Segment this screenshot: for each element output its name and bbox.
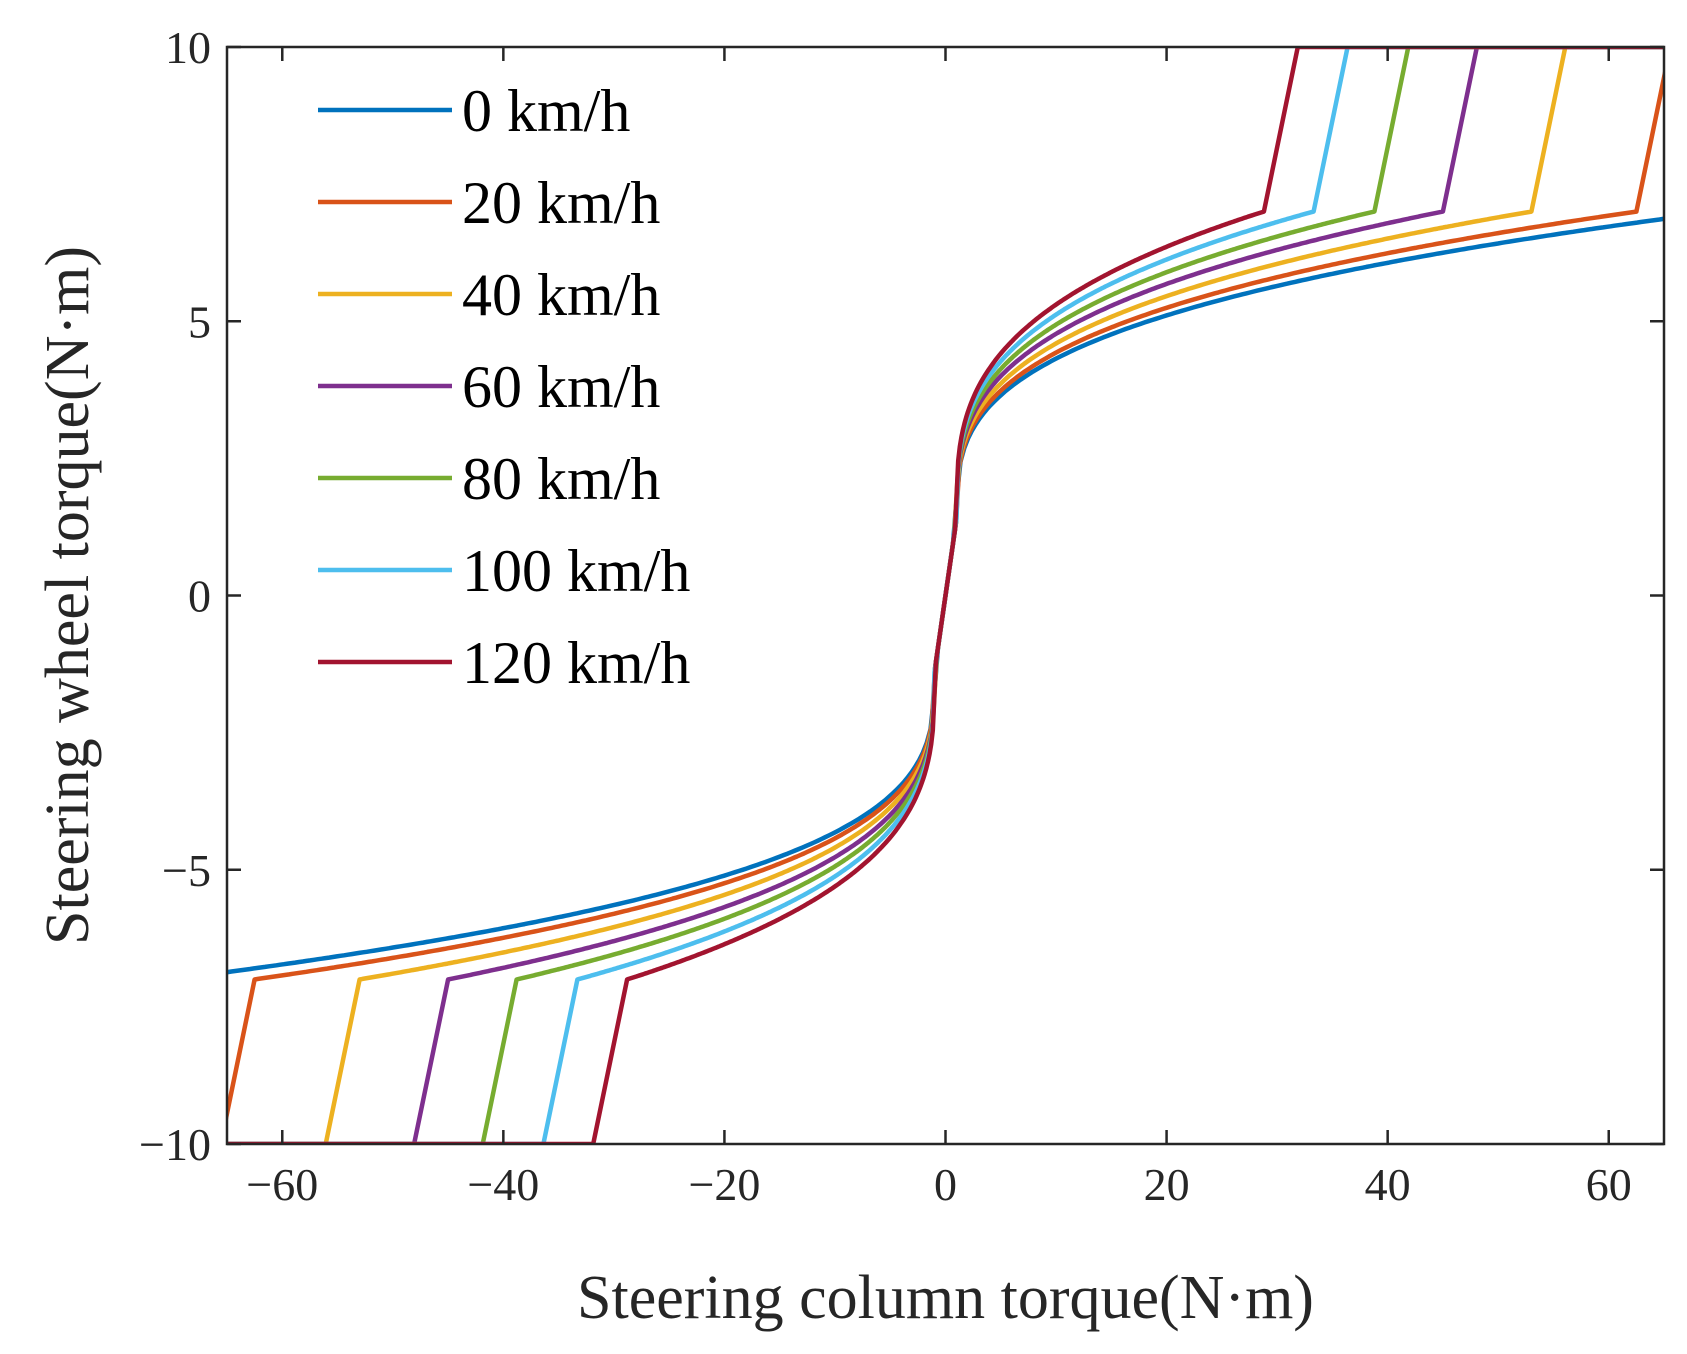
x-tick-label: 0	[934, 1159, 957, 1210]
legend-label-4: 80 km/h	[462, 446, 660, 512]
x-axis-title: Steering column torque(N·m)	[577, 1264, 1314, 1332]
x-tick-label: 40	[1365, 1159, 1411, 1210]
legend-label-2: 40 km/h	[462, 262, 660, 328]
x-tick-label: −60	[246, 1159, 318, 1210]
series-line-6	[227, 47, 1664, 1144]
legend-label-6: 120 km/h	[462, 630, 690, 696]
legend-label-0: 0 km/h	[462, 78, 630, 144]
legend-label-3: 60 km/h	[462, 354, 660, 420]
legend-label-1: 20 km/h	[462, 170, 660, 236]
legend-label-5: 100 km/h	[462, 538, 690, 604]
y-axis-title: Steering wheel torque(N·m)	[34, 246, 102, 945]
y-tick-label: 0	[188, 571, 211, 622]
series-layer	[227, 47, 1664, 1144]
x-tick-label: −40	[467, 1159, 539, 1210]
legend: 0 km/h 20 km/h 40 km/h 60 km/h 80 km/h 100 km…	[318, 78, 690, 696]
x-tick-label: −20	[688, 1159, 760, 1210]
ticks-layer: −60 −40 −20 0 20 40 60 −10 −5 0 5 10	[139, 22, 1664, 1210]
x-tick-label: 20	[1144, 1159, 1190, 1210]
y-tick-label: −5	[162, 845, 211, 896]
y-tick-label: −10	[139, 1119, 211, 1170]
y-tick-label: 10	[165, 22, 211, 73]
y-tick-label: 5	[188, 296, 211, 347]
x-tick-label: 60	[1586, 1159, 1632, 1210]
